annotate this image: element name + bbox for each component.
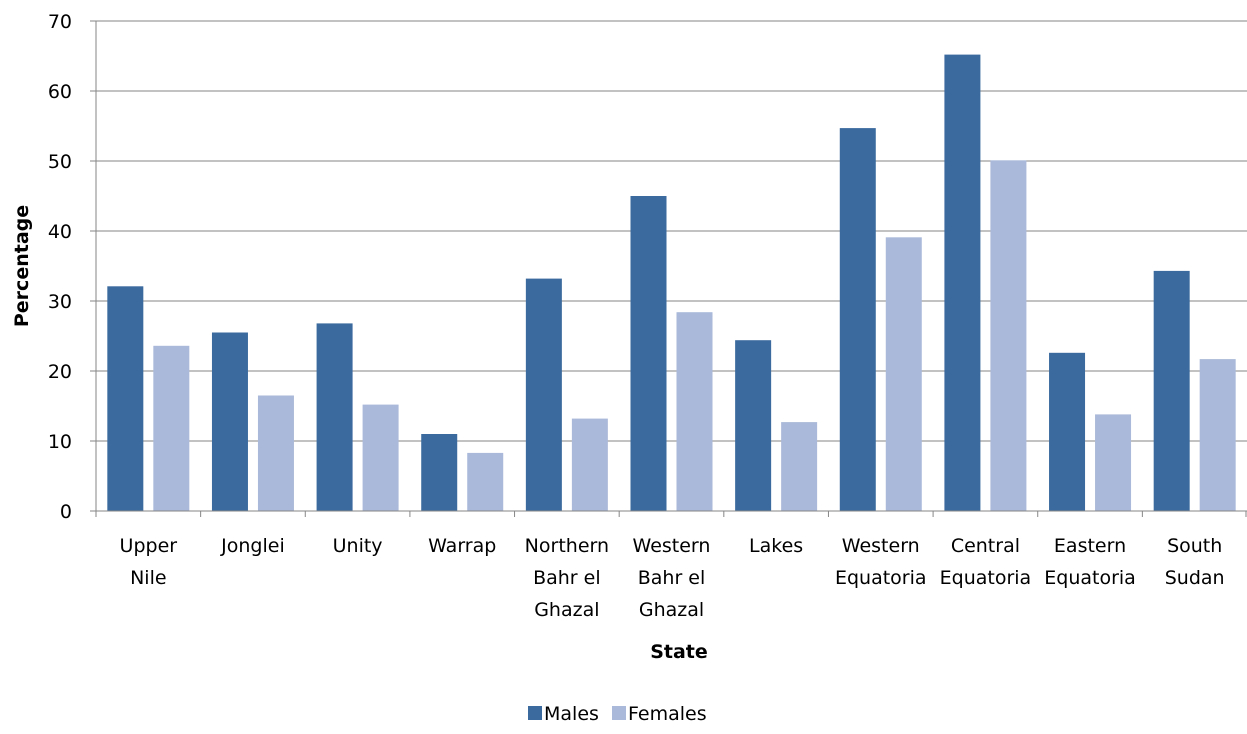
- bar-males: [107, 286, 144, 511]
- bar-males: [735, 340, 772, 511]
- x-category-label-line: Bahr el: [533, 567, 601, 589]
- x-category-label-line: Central: [951, 535, 1020, 557]
- x-category-label: Lakes: [749, 535, 803, 557]
- bar-females: [362, 404, 399, 511]
- bars: [107, 54, 1236, 512]
- bar-females: [990, 160, 1027, 512]
- y-tick-label: 20: [48, 361, 72, 383]
- x-category-label: Western Bahr el Ghazal: [633, 535, 711, 621]
- x-category-label-line: Equatoria: [835, 567, 927, 589]
- bar-females: [257, 395, 294, 511]
- x-category-label: Central Equatoria: [940, 535, 1032, 589]
- axes: 0 10 20 30 40 50 60 70 Upper Nile Jonglei Unity Warr…: [48, 11, 1247, 621]
- bar-males: [839, 128, 876, 511]
- y-tick-label: 60: [48, 81, 72, 103]
- legend-label-females: Females: [628, 703, 707, 725]
- bar-females: [571, 418, 608, 511]
- bar-females: [885, 237, 922, 512]
- x-category-label-line: Jonglei: [220, 535, 285, 557]
- bar-males: [211, 332, 248, 511]
- x-category-label-line: Northern: [525, 535, 609, 557]
- y-tick-label: 10: [48, 431, 72, 453]
- bar-females: [467, 452, 504, 511]
- x-category-label-line: Eastern: [1054, 535, 1126, 557]
- bar-males: [944, 54, 981, 511]
- x-category-label: Northern Bahr el Ghazal: [525, 535, 609, 621]
- x-category-label-line: Equatoria: [940, 567, 1032, 589]
- x-category-label-line: Bahr el: [638, 567, 706, 589]
- bar-females: [1199, 359, 1236, 511]
- y-axis-title: Percentage: [11, 205, 33, 327]
- bar-males: [1153, 270, 1190, 511]
- x-category-label: Jonglei: [220, 535, 285, 557]
- x-category-label-line: Nile: [130, 567, 166, 589]
- x-category-label-line: Unity: [333, 535, 383, 557]
- legend-label-males: Males: [544, 703, 599, 725]
- x-category-label: Eastern Equatoria: [1044, 535, 1136, 589]
- y-tick-label: 40: [48, 221, 72, 243]
- bar-males: [630, 196, 667, 511]
- bar-males: [316, 323, 353, 511]
- x-category-label: South Sudan: [1165, 535, 1225, 589]
- bar-males: [421, 434, 458, 511]
- bar-females: [1095, 414, 1132, 511]
- bar-females: [781, 422, 818, 511]
- x-category-label: Western Equatoria: [835, 535, 927, 589]
- y-tick-label: 70: [48, 11, 72, 33]
- x-category-label-line: Western: [842, 535, 920, 557]
- x-category-label-line: Equatoria: [1044, 567, 1136, 589]
- x-category-label-line: Sudan: [1165, 567, 1225, 589]
- bar-males: [525, 278, 562, 511]
- x-category-label-line: Western: [633, 535, 711, 557]
- bar-males: [1049, 352, 1086, 511]
- x-category-label: Upper Nile: [120, 535, 178, 589]
- legend: Males Females: [528, 703, 707, 725]
- y-tick-label: 50: [48, 151, 72, 173]
- y-tick-label: 30: [48, 291, 72, 313]
- legend-swatch-males: [528, 706, 542, 720]
- gridlines: [96, 20, 1247, 442]
- x-category-label-line: South: [1167, 535, 1222, 557]
- y-tick-label: 0: [60, 501, 72, 523]
- x-category-label-line: Ghazal: [639, 599, 704, 621]
- x-category-label: Unity: [333, 535, 383, 557]
- bar-females: [153, 345, 190, 511]
- legend-swatch-females: [612, 706, 626, 720]
- bar-females: [676, 312, 713, 511]
- x-category-label-line: Upper: [120, 535, 178, 557]
- x-category-label-line: Lakes: [749, 535, 803, 557]
- x-category-label: Warrap: [428, 535, 496, 557]
- x-category-label-line: Warrap: [428, 535, 496, 557]
- x-axis-title: State: [650, 641, 708, 663]
- x-category-label-line: Ghazal: [534, 599, 599, 621]
